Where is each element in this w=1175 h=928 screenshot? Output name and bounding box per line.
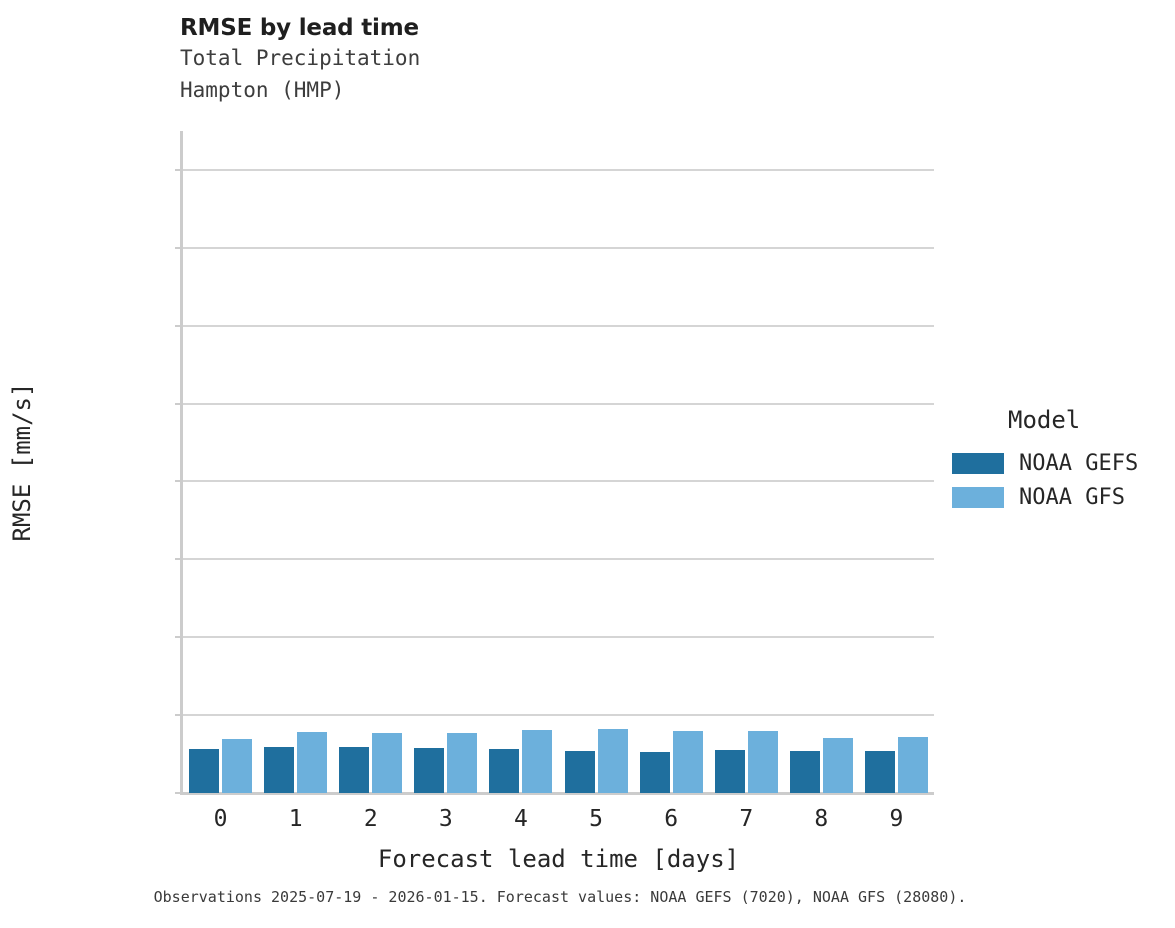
x-axis-tick-label: 6 xyxy=(664,806,679,832)
title-block: RMSE by lead time Total Precipitation Ha… xyxy=(180,14,880,106)
page-title: RMSE by lead time xyxy=(180,15,419,41)
y-axis-tick xyxy=(175,168,183,171)
bar-noaa-gefs-lead-4 xyxy=(489,749,520,793)
footer-note: Observations 2025-07-19 - 2026-01-15. Fo… xyxy=(153,888,967,906)
y-axis-tick xyxy=(175,402,183,405)
bar-noaa-gfs-lead-8 xyxy=(822,737,853,793)
x-axis-tick-label: 9 xyxy=(889,806,904,832)
bar-noaa-gefs-lead-3 xyxy=(414,748,445,793)
gridline xyxy=(183,636,934,639)
legend-label-noaa-gefs: NOAA GEFS xyxy=(1019,450,1139,476)
legend-item-noaa-gfs[interactable]: NOAA GFS xyxy=(952,480,1167,514)
y-axis-tick xyxy=(175,792,183,794)
x-axis-tick-label: 2 xyxy=(363,806,378,832)
x-axis-tick-label: 0 xyxy=(213,806,228,832)
y-axis-tick xyxy=(175,636,183,639)
gridline xyxy=(183,246,934,249)
y-axis-tick xyxy=(175,480,183,483)
x-axis-spine xyxy=(180,792,934,795)
bar-noaa-gfs-lead-7 xyxy=(747,730,778,793)
bar-noaa-gefs-lead-2 xyxy=(339,747,370,793)
gridline xyxy=(183,402,934,405)
gridline xyxy=(183,168,934,171)
gridline xyxy=(183,324,934,327)
legend-swatch-icon-noaa-gfs xyxy=(952,486,1004,508)
gridline xyxy=(183,480,934,483)
y-axis-tick xyxy=(175,246,183,249)
x-axis-tick-label: 1 xyxy=(288,806,303,832)
bar-noaa-gfs-lead-6 xyxy=(672,731,703,793)
x-axis-title: Forecast lead time [days] xyxy=(377,845,740,873)
gridline xyxy=(183,558,934,561)
legend-title: Model xyxy=(1008,406,1081,434)
bar-noaa-gfs-lead-1 xyxy=(297,731,328,793)
chart-subtitle-variable: Total Precipitation xyxy=(180,46,421,70)
bar-noaa-gefs-lead-7 xyxy=(714,750,745,793)
x-axis-tick-label: 5 xyxy=(589,806,603,832)
bar-noaa-gefs-lead-0 xyxy=(189,749,220,793)
bar-noaa-gefs-lead-5 xyxy=(564,750,595,793)
legend-swatch-icon-noaa-gefs xyxy=(952,452,1004,474)
y-axis-tick xyxy=(175,714,183,717)
bar-noaa-gefs-lead-6 xyxy=(639,751,670,793)
bar-noaa-gfs-lead-2 xyxy=(372,732,403,793)
legend-item-noaa-gefs[interactable]: NOAA GEFS xyxy=(952,446,1167,480)
x-axis-tick-label: 3 xyxy=(438,806,453,832)
bar-noaa-gefs-lead-1 xyxy=(264,747,295,793)
bar-noaa-gfs-lead-5 xyxy=(597,729,628,793)
chart-subtitle-location: Hampton (HMP) xyxy=(180,78,345,102)
bar-noaa-gfs-lead-3 xyxy=(447,732,478,793)
gridline xyxy=(183,714,934,717)
bar-noaa-gfs-lead-9 xyxy=(897,737,928,793)
legend: Model NOAA GEFS NOAA GFS xyxy=(952,406,1167,514)
bar-noaa-gfs-lead-4 xyxy=(522,729,553,793)
legend-label-noaa-gfs: NOAA GFS xyxy=(1019,484,1125,510)
y-axis-tick xyxy=(175,558,183,561)
y-axis-spine xyxy=(180,131,183,795)
y-axis-title: RMSE [mm/s] xyxy=(8,382,36,542)
x-axis-tick-label: 7 xyxy=(739,806,754,832)
y-axis-tick xyxy=(175,324,183,327)
bar-noaa-gfs-lead-0 xyxy=(222,739,253,793)
x-axis-tick-label: 4 xyxy=(514,806,528,832)
x-axis-tick-label: 8 xyxy=(814,806,829,832)
bar-noaa-gefs-lead-8 xyxy=(789,751,820,793)
plot-area xyxy=(175,131,934,794)
bar-noaa-gefs-lead-9 xyxy=(864,750,895,793)
